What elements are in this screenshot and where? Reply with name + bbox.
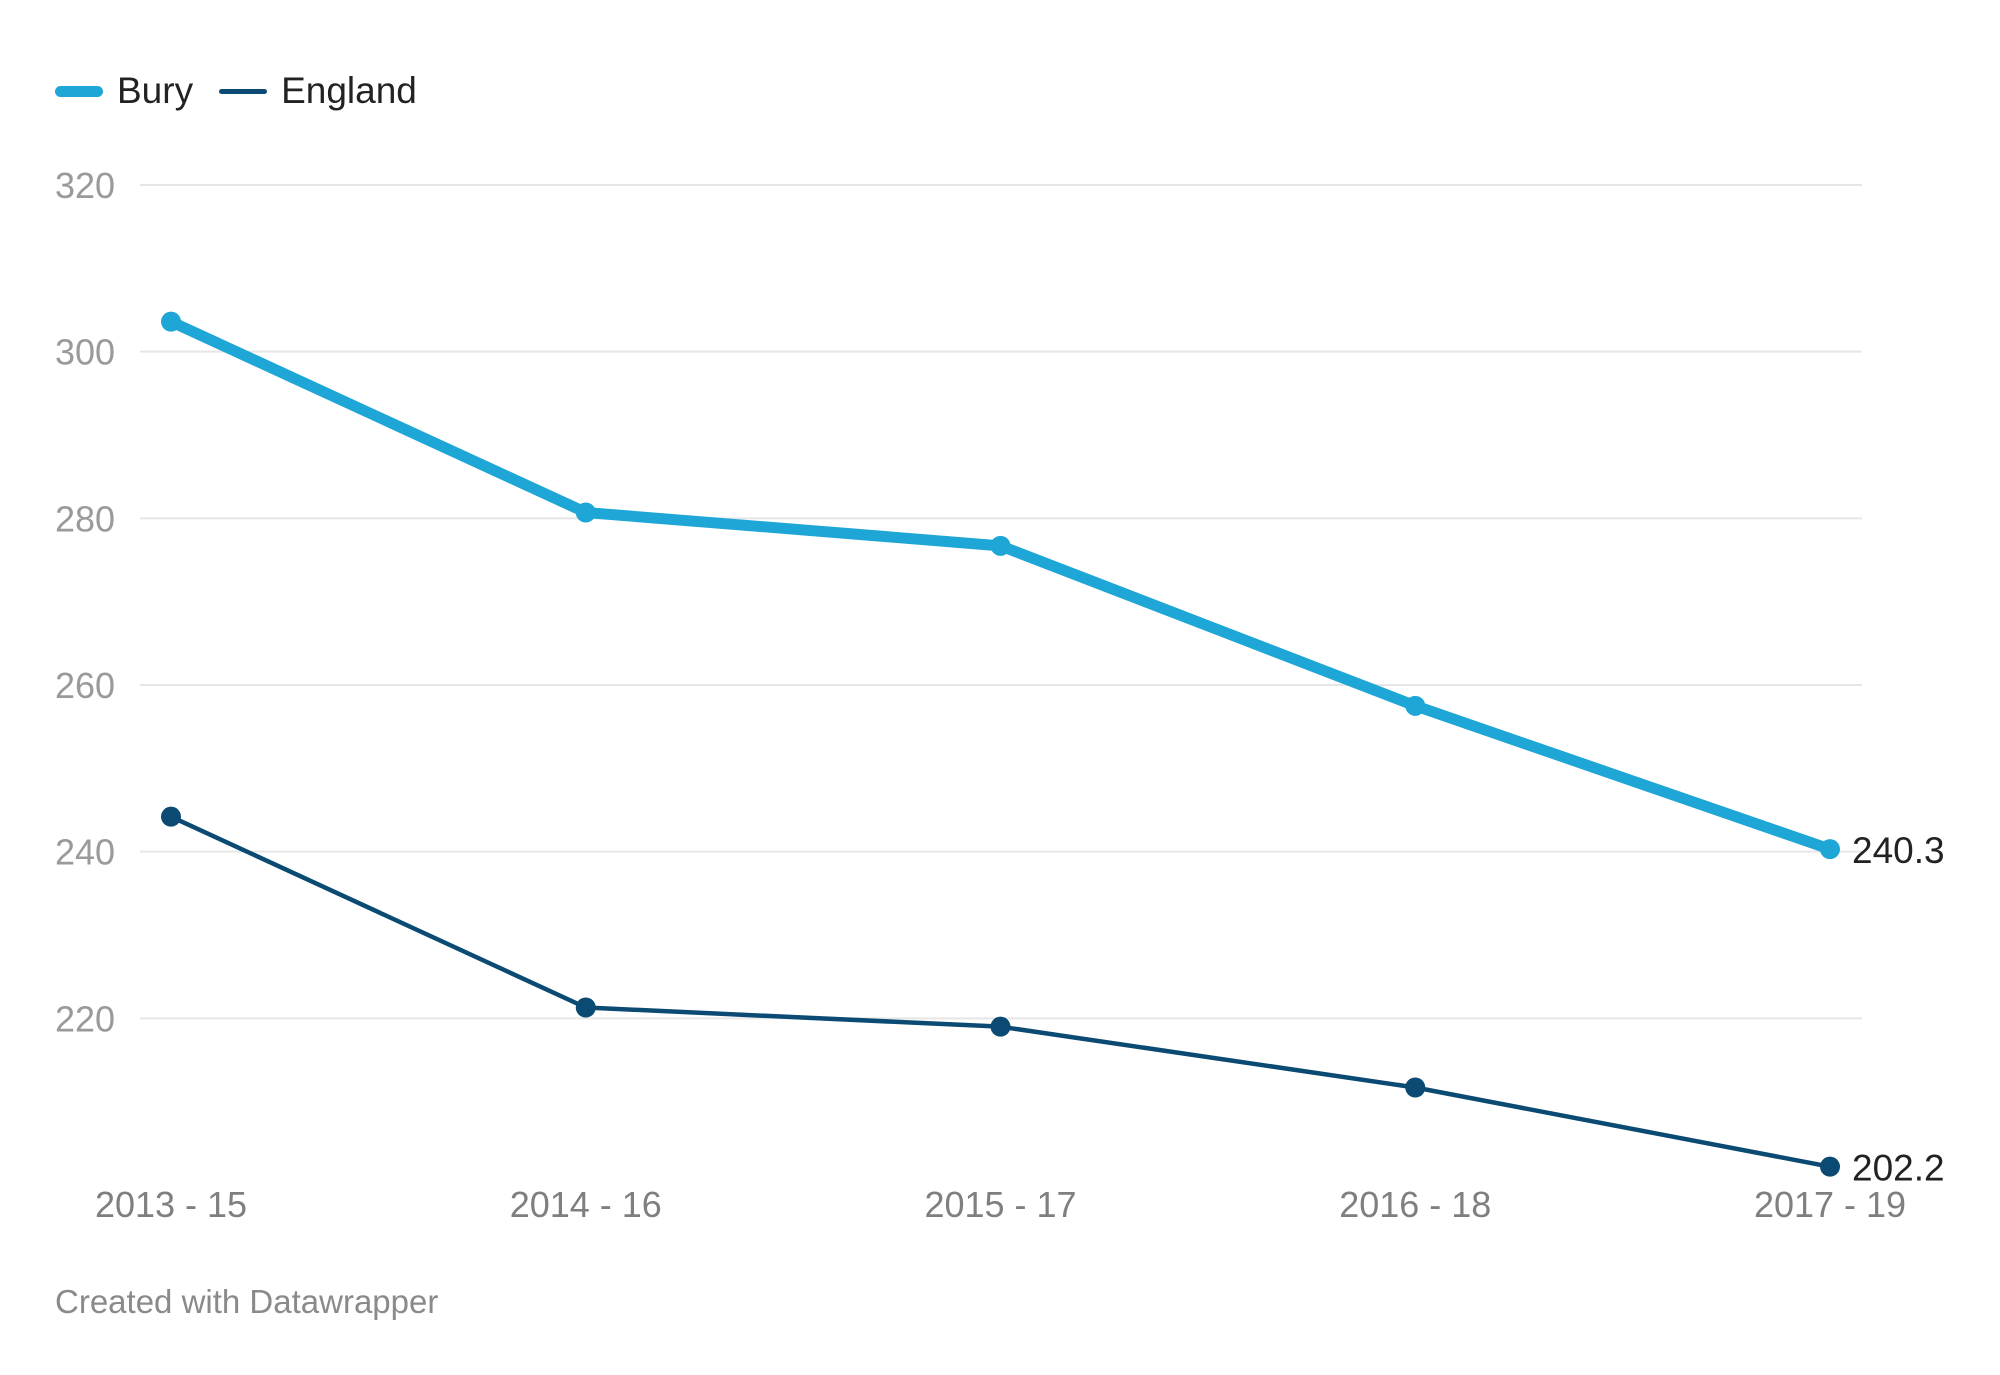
x-tick-label: 2014 - 16 [510,1184,662,1225]
x-tick-label: 2013 - 15 [95,1184,247,1225]
x-tick-label: 2016 - 18 [1339,1184,1491,1225]
data-point-england [1405,1077,1426,1098]
end-labels: 240.3 202.2 [1852,830,1945,1188]
y-tick-label: 220 [55,998,115,1039]
series-line-bury [165,316,1836,855]
legend-swatch-bury [55,85,103,97]
legend-label-bury: Bury [117,70,194,111]
data-point-england [990,1016,1011,1037]
data-point-bury [1405,695,1426,716]
legend-label-england: England [281,70,417,111]
data-point-bury [1820,839,1840,860]
gridlines [140,184,1862,1020]
y-tick-label: 320 [55,165,115,206]
x-axis-ticks: 2013 - 15 2014 - 16 2015 - 17 2016 - 18 2017… [95,1184,1906,1225]
end-label-bury: 240.3 [1852,830,1945,871]
data-point-england [575,997,596,1018]
y-tick-label: 240 [55,832,115,873]
data-point-bury [575,502,596,523]
data-point-bury [161,311,181,332]
legend-item-bury: Bury [55,70,193,112]
data-point-england [1820,1156,1840,1177]
y-tick-label: 280 [55,498,115,539]
y-tick-label: 300 [55,332,115,373]
series-line-england [168,814,1833,1169]
legend: Bury England [55,70,417,112]
credit-footer: Created with Datawrapper [55,1283,439,1320]
end-label-england: 202.2 [1852,1148,1945,1189]
x-tick-label: 2015 - 17 [924,1184,1076,1225]
series-lines [161,311,1840,1177]
legend-swatch-england [219,88,268,94]
data-point-england [161,806,181,827]
x-tick-label: 2017 - 19 [1754,1184,1906,1225]
data-point-bury [990,535,1011,556]
y-tick-label: 260 [55,665,115,706]
legend-item-england: England [219,70,417,112]
y-axis-ticks: 220 240 260 280 300 320 [55,165,115,1039]
